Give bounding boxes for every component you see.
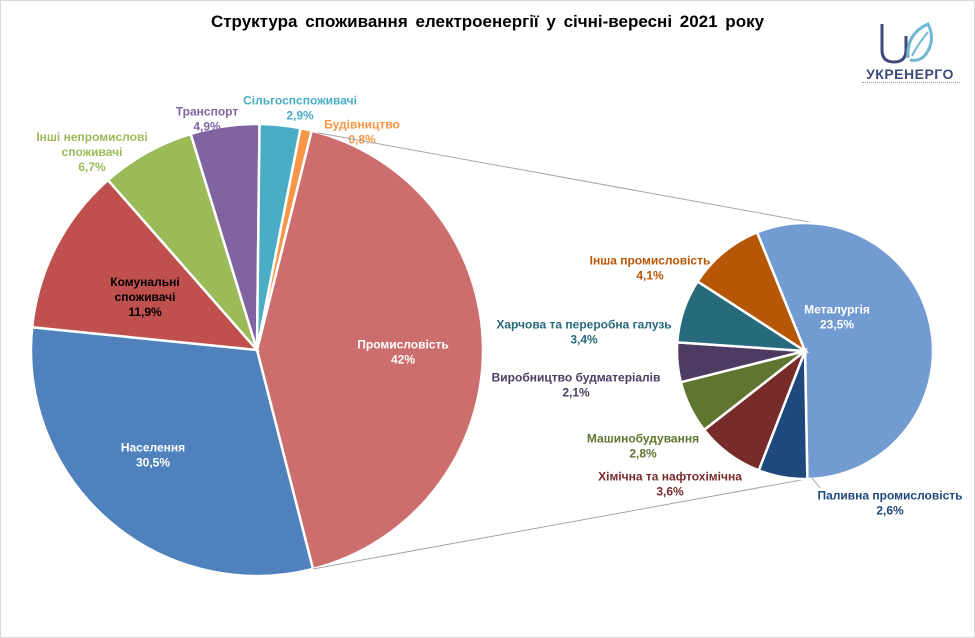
main-value-будівництво: 0,8% (348, 133, 376, 147)
secondary-value-машинобудування: 2,8% (629, 447, 657, 461)
secondary-value-харчова-та-переробна-галузь: 3,4% (570, 333, 598, 347)
secondary-label-хімічна-та-нафтохімічна: Хімічна та нафтохімічна (598, 470, 742, 484)
ukrenergo-logo (880, 22, 933, 64)
chart-title: Структура споживання електроенергії у сі… (210, 12, 765, 31)
secondary-value-паливна-промисловість: 2,6% (876, 504, 904, 518)
main-label-промисловість: Промисловість (357, 338, 449, 352)
connector-line-bottom (312, 477, 813, 570)
main-value-інші-непромислові-споживачі: 6,7% (78, 160, 106, 174)
secondary-value-металургія: 23,5% (820, 318, 854, 332)
main-slice-промисловість (255, 129, 485, 571)
main-label-інші-непромислові-споживачі: споживачі (62, 145, 123, 159)
main-slice-населення (29, 325, 315, 578)
main-label-комунальні-споживачі: Комунальні (110, 275, 179, 289)
main-value-промисловість: 42% (391, 353, 415, 367)
logo-tagline (862, 82, 960, 85)
main-value-населення: 30,5% (136, 456, 170, 470)
secondary-label-інша-промисловість: Інша промисловість (590, 254, 711, 268)
secondary-value-виробництво-будматеріалів: 2,1% (562, 386, 590, 400)
main-slice-комунальні-споживачі (30, 178, 261, 352)
logo-name: УКРЕНЕРГО (866, 66, 954, 82)
main-label-населення: Населення (121, 441, 185, 455)
secondary-label-харчова-та-переробна-галузь: Харчова та переробна галузь (496, 318, 671, 332)
secondary-value-інша-промисловість: 4,1% (636, 269, 664, 283)
connector-line-top (317, 132, 821, 225)
main-label-транспорт: Транспорт (176, 105, 239, 119)
main-label-будівництво: Будівництво (324, 118, 400, 132)
secondary-label-виробництво-будматеріалів: Виробництво будматеріалів (492, 371, 661, 385)
main-value-транспорт: 4,9% (193, 120, 221, 134)
main-label-інші-непромислові-споживачі: Інші непромислові (36, 130, 147, 144)
main-value-сільгоспспоживачі: 2,9% (286, 109, 314, 123)
secondary-label-паливна-промисловість: Паливна промисловість (817, 489, 962, 503)
secondary-value-хімічна-та-нафтохімічна: 3,6% (656, 485, 684, 499)
main-label-комунальні-споживачі: споживачі (115, 290, 176, 304)
secondary-label-машинобудування: Машинобудування (587, 432, 699, 446)
leader-line-fuel (811, 477, 821, 489)
secondary-slice-інша-промисловість (695, 230, 808, 355)
main-value-комунальні-споживачі: 11,9% (128, 305, 162, 319)
main-label-сільгоспспоживачі: Сільгоспспоживачі (243, 94, 357, 108)
secondary-slice-металургія (755, 221, 935, 481)
secondary-label-металургія: Металургія (804, 303, 870, 317)
main-slice-будівництво (255, 126, 314, 351)
